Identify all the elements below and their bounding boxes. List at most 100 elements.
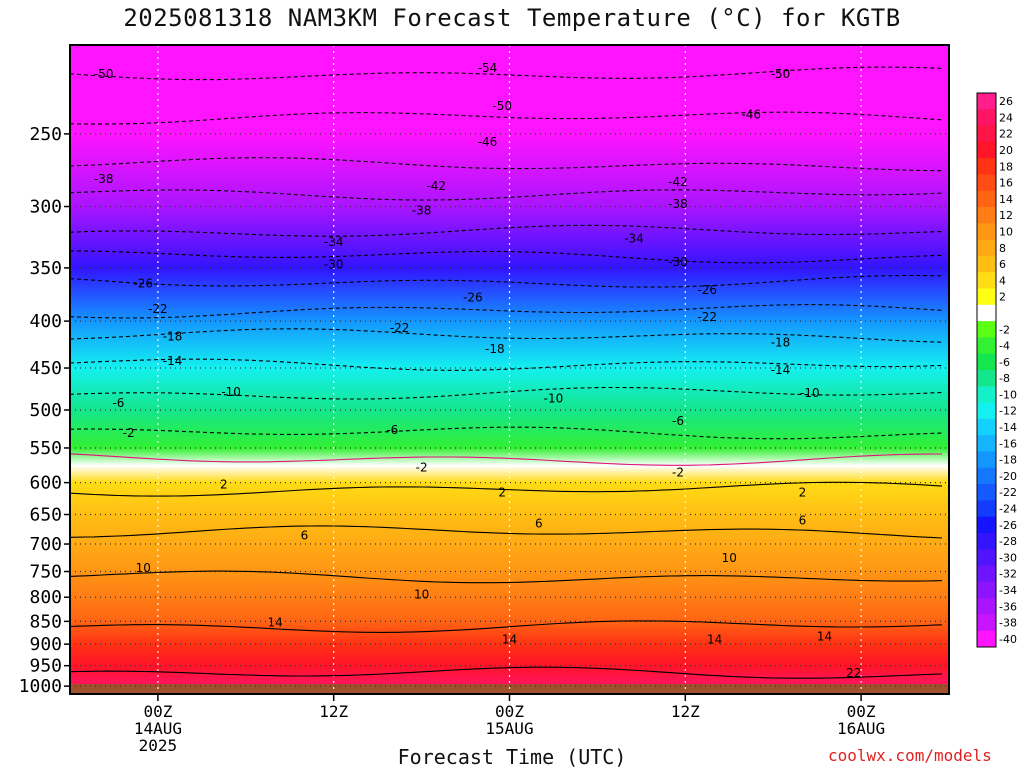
y-tick-label: 600 xyxy=(29,473,62,494)
colorbar-swatch xyxy=(977,125,996,143)
colorbar-label: -32 xyxy=(999,568,1017,581)
colorbar-swatch xyxy=(977,614,996,632)
y-tick-label: 450 xyxy=(29,358,62,379)
contour-line xyxy=(69,66,943,81)
colorbar-swatch xyxy=(977,516,996,534)
colorbar-label: 24 xyxy=(999,111,1013,124)
contour-line xyxy=(69,224,943,237)
contour-label: -18 xyxy=(485,342,505,356)
colorbar-label: -8 xyxy=(999,372,1010,385)
x-tick-label: 15AUG xyxy=(485,719,533,738)
contour-label: -22 xyxy=(148,302,168,316)
colorbar-label: -6 xyxy=(999,356,1010,369)
y-tick-label: 350 xyxy=(29,258,62,279)
contour-label: -14 xyxy=(771,363,791,377)
contour-line xyxy=(69,426,943,440)
contour-label: 10 xyxy=(722,551,737,565)
colorbar-swatch xyxy=(977,158,996,175)
colorbar-swatch xyxy=(977,418,996,436)
colorbar-swatch xyxy=(977,141,996,159)
colorbar-swatch xyxy=(977,451,996,469)
colorbar-label: -12 xyxy=(999,405,1017,418)
contour-line xyxy=(69,358,943,371)
contour-line xyxy=(69,570,943,584)
contour-label: -22 xyxy=(390,321,410,335)
contour-label: -26 xyxy=(463,291,483,305)
colorbar-swatch xyxy=(977,255,996,273)
colorbar-label: -20 xyxy=(999,470,1017,483)
chart-title: 2025081318 NAM3KM Forecast Temperature (… xyxy=(123,4,901,32)
colorbar-label: 4 xyxy=(999,274,1006,287)
contour-label: -30 xyxy=(324,257,344,271)
colorbar-label: -40 xyxy=(999,633,1017,646)
contour-label: -50 xyxy=(771,67,791,81)
contour-label: 6 xyxy=(799,514,807,528)
colorbar-swatch xyxy=(977,386,996,404)
contour-line xyxy=(69,525,943,539)
y-tick-label: 300 xyxy=(29,197,62,218)
contour-line xyxy=(70,250,943,264)
contour-label: -18 xyxy=(163,330,183,344)
contour-label: 10 xyxy=(136,561,151,575)
colorbar-swatch xyxy=(977,581,996,599)
y-tick-label: 650 xyxy=(29,505,62,526)
colorbar-swatch xyxy=(977,288,996,306)
colorbar-swatch xyxy=(977,467,996,485)
colorbar-swatch xyxy=(977,321,996,338)
colorbar-swatch xyxy=(977,223,996,241)
colorbar-swatch xyxy=(977,500,996,518)
colorbar-swatch xyxy=(977,337,996,355)
colorbar-swatch xyxy=(977,549,996,567)
colorbar-swatch xyxy=(977,598,996,615)
colorbar-legend: 26 24 22 20 18 16 14 12 10 8 6 4 2 -2 -4 -6 -8 -10 -12 -14 -… xyxy=(976,92,1017,648)
contour-label: -26 xyxy=(133,277,153,291)
x-tick-label: 00Z xyxy=(847,702,876,721)
contour-label: -42 xyxy=(668,175,688,189)
contour-label: 2 xyxy=(498,485,506,499)
contour-label: -38 xyxy=(94,172,114,186)
contour-label: 14 xyxy=(817,630,832,644)
contour-line xyxy=(69,189,943,201)
contour-label: -42 xyxy=(426,179,446,193)
colorbar-swatch xyxy=(977,435,996,452)
x-tick-label: 12Z xyxy=(671,702,700,721)
contour-lines xyxy=(69,66,943,679)
colorbar-label: 18 xyxy=(999,160,1013,173)
contour-label: -6 xyxy=(386,423,398,437)
contour-label: 2 xyxy=(799,485,807,499)
y-tick-label: 250 xyxy=(29,124,62,145)
y-tick-label: 850 xyxy=(29,611,62,632)
colorbar-swatch xyxy=(977,304,996,322)
colorbar-label: -30 xyxy=(999,551,1017,564)
x-tick-label: 12Z xyxy=(319,702,348,721)
x-tick-label: 00Z xyxy=(143,702,172,721)
contour-label: 2 xyxy=(220,478,228,492)
contour-label: 22 xyxy=(846,666,861,680)
contour-line xyxy=(69,453,942,466)
colorbar-label: -18 xyxy=(999,454,1017,467)
contour-label: -2 xyxy=(416,461,428,475)
colorbar-label: 8 xyxy=(999,242,1006,255)
contour-line xyxy=(69,304,943,319)
contour-label: 6 xyxy=(535,517,543,531)
contour-label: -54 xyxy=(478,61,498,75)
colorbar-swatch xyxy=(977,532,996,550)
colorbar-label: -28 xyxy=(999,535,1017,548)
colorbar-label: -26 xyxy=(999,519,1017,532)
contour-line xyxy=(69,274,943,288)
colorbar-swatch xyxy=(977,565,996,583)
colorbar-label: -36 xyxy=(999,600,1017,613)
contour-label: -10 xyxy=(544,392,564,406)
contour-label: 14 xyxy=(502,633,517,647)
colorbar-swatch xyxy=(977,207,996,224)
credit-link[interactable]: coolwx.com/models xyxy=(828,746,992,765)
colorbar-swatch xyxy=(977,630,996,648)
y-tick-label: 900 xyxy=(29,634,62,655)
colorbar-label: 10 xyxy=(999,226,1013,239)
grid-lines xyxy=(70,45,949,694)
y-tick-label: 400 xyxy=(29,311,62,332)
contour-label: -26 xyxy=(697,283,717,297)
contour-label: -50 xyxy=(94,67,114,81)
